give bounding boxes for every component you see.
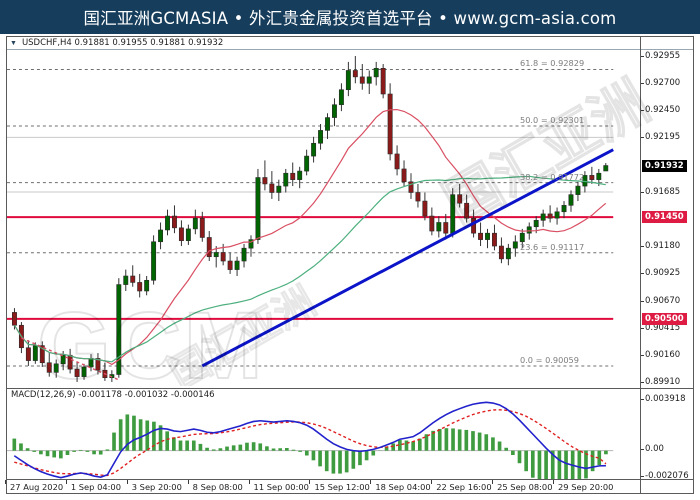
macd-chart-svg: [7, 401, 614, 481]
symbol-bar[interactable]: ▼ USDCHF,H4 0.91881 0.91955 0.91881 0.91…: [7, 37, 693, 50]
macd-pane[interactable]: MACD(12,26,9) -0.001178 -0.001032 -0.000…: [7, 388, 693, 481]
fib-level-label: 38.2 = 0.91772: [520, 171, 585, 182]
time-axis-tick: 8 Sep 08:00: [187, 480, 243, 492]
price-pane[interactable]: GCM GLOBAL CAPITAL MARKETS 国汇亚洲 国汇亚洲 61.…: [7, 50, 693, 386]
fib-level-label: 0.0 = 0.90059: [520, 355, 579, 366]
time-axis-tick: 1 Sep 04:00: [65, 480, 121, 492]
chevron-down-icon[interactable]: ▼: [10, 39, 17, 47]
time-axis-tick: 3 Sep 20:00: [126, 480, 182, 492]
chart-window[interactable]: ▼ USDCHF,H4 0.91881 0.91955 0.91881 0.91…: [4, 36, 694, 494]
time-axis-tick: 22 Sep 16:00: [431, 480, 492, 492]
fib-level-label: 50.0 = 0.92301: [520, 115, 585, 126]
time-axis: 27 Aug 2020 1 Sep 04:00 3 Sep 20:00 8 Sep 0…: [4, 479, 693, 493]
time-axis-tick: 27 Aug 2020: [4, 480, 64, 492]
banner-text: 国汇亚洲GCMASIA • 外汇贵金属投资首选平台 • www.gcm-asia…: [83, 9, 617, 28]
fib-level-label: 61.8 = 0.92829: [520, 58, 585, 69]
site-banner: 国汇亚洲GCMASIA • 外汇贵金属投资首选平台 • www.gcm-asia…: [0, 0, 700, 34]
macd-label: MACD(12,26,9) -0.001178 -0.001032 -0.000…: [11, 390, 215, 400]
price-chart-svg: [7, 56, 614, 382]
time-axis-tick: 18 Sep 04:00: [370, 480, 431, 492]
time-axis-tick: 25 Sep 08:00: [492, 480, 553, 492]
time-axis-tick: 29 Sep 20:00: [552, 480, 614, 492]
time-axis-tick: 15 Sep 12:00: [309, 480, 370, 492]
symbol-quote-text: USDCHF,H4 0.91881 0.91955 0.91881 0.9193…: [21, 38, 224, 48]
time-axis-tick: 11 Sep 00:00: [248, 480, 309, 492]
fib-level-label: 23.6 = 0.91117: [520, 241, 585, 252]
